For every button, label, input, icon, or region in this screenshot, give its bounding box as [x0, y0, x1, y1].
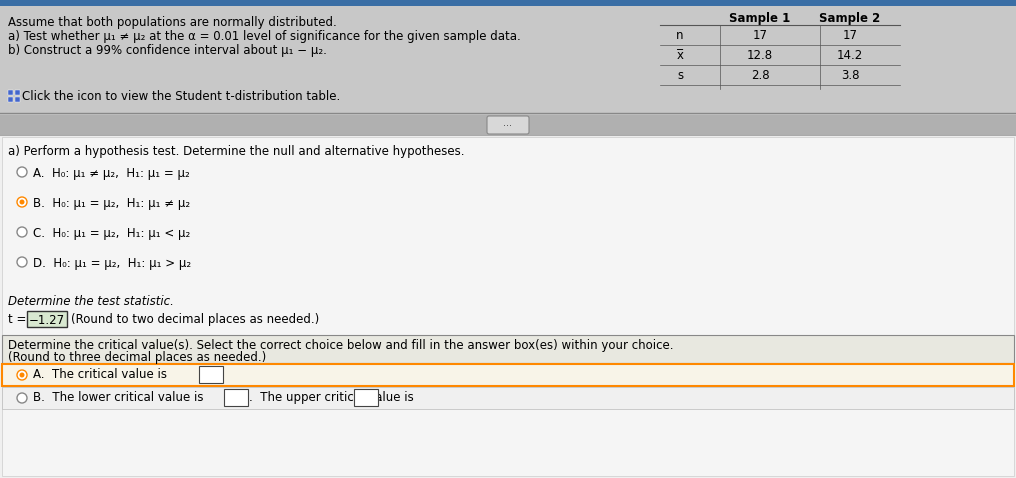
Text: D.  H₀: μ₁ = μ₂,  H₁: μ₁ > μ₂: D. H₀: μ₁ = μ₂, H₁: μ₁ > μ₂: [33, 257, 191, 270]
Text: Determine the test statistic.: Determine the test statistic.: [8, 295, 174, 308]
FancyBboxPatch shape: [27, 311, 67, 327]
Text: .: .: [379, 391, 383, 404]
Text: t =: t =: [8, 313, 30, 326]
Text: 12.8: 12.8: [747, 49, 773, 62]
Bar: [8, 97, 13, 102]
Text: A.  H₀: μ₁ ≠ μ₂,  H₁: μ₁ = μ₂: A. H₀: μ₁ ≠ μ₂, H₁: μ₁ = μ₂: [33, 167, 190, 180]
Text: a) Test whether μ₁ ≠ μ₂ at the α = 0.01 level of significance for the given samp: a) Test whether μ₁ ≠ μ₂ at the α = 0.01 …: [8, 30, 521, 43]
Circle shape: [17, 257, 27, 267]
Bar: [8, 90, 13, 95]
FancyBboxPatch shape: [354, 389, 378, 406]
Text: 17: 17: [842, 29, 858, 42]
FancyBboxPatch shape: [2, 364, 1014, 386]
Circle shape: [19, 372, 24, 378]
Text: (Round to three decimal places as needed.): (Round to three decimal places as needed…: [8, 351, 266, 364]
FancyBboxPatch shape: [199, 366, 223, 383]
Text: Sample 1: Sample 1: [729, 12, 790, 25]
Text: s: s: [677, 69, 683, 82]
Text: a) Perform a hypothesis test. Determine the null and alternative hypotheses.: a) Perform a hypothesis test. Determine …: [8, 145, 464, 158]
Bar: [0, 135, 1016, 478]
Text: .  The upper critical value is: . The upper critical value is: [249, 391, 414, 404]
Text: A.  The critical value is: A. The critical value is: [33, 368, 167, 381]
Text: B.  The lower critical value is: B. The lower critical value is: [33, 391, 203, 404]
Text: x̅: x̅: [677, 49, 684, 62]
Bar: [2, 137, 1014, 476]
Text: C.  H₀: μ₁ = μ₂,  H₁: μ₁ < μ₂: C. H₀: μ₁ = μ₂, H₁: μ₁ < μ₂: [33, 227, 190, 240]
Bar: [0, 0, 1016, 6]
FancyBboxPatch shape: [2, 335, 1014, 363]
Bar: [15, 97, 20, 102]
Text: 17: 17: [753, 29, 767, 42]
Circle shape: [17, 393, 27, 403]
Text: Assume that both populations are normally distributed.: Assume that both populations are normall…: [8, 16, 336, 29]
Text: 2.8: 2.8: [751, 69, 769, 82]
Bar: [2, 387, 1014, 409]
Circle shape: [17, 227, 27, 237]
FancyBboxPatch shape: [224, 389, 248, 406]
Text: Click the icon to view the Student t-distribution table.: Click the icon to view the Student t-dis…: [22, 90, 340, 103]
Text: (Round to two decimal places as needed.): (Round to two decimal places as needed.): [71, 313, 319, 326]
Circle shape: [17, 197, 27, 207]
Text: B.  H₀: μ₁ = μ₂,  H₁: μ₁ ≠ μ₂: B. H₀: μ₁ = μ₂, H₁: μ₁ ≠ μ₂: [33, 197, 190, 210]
Circle shape: [17, 167, 27, 177]
Text: 14.2: 14.2: [837, 49, 864, 62]
Bar: [15, 90, 20, 95]
Text: n: n: [677, 29, 684, 42]
Text: 3.8: 3.8: [841, 69, 860, 82]
Circle shape: [17, 370, 27, 380]
Text: ···: ···: [504, 121, 512, 131]
Text: Determine the critical value(s). Select the correct choice below and fill in the: Determine the critical value(s). Select …: [8, 339, 674, 352]
Text: −1.27: −1.27: [28, 314, 65, 326]
Bar: [0, 0, 1016, 115]
Circle shape: [19, 199, 24, 205]
Text: b) Construct a 99% confidence interval about μ₁ − μ₂.: b) Construct a 99% confidence interval a…: [8, 44, 327, 57]
Text: Sample 2: Sample 2: [819, 12, 881, 25]
FancyBboxPatch shape: [487, 116, 529, 134]
